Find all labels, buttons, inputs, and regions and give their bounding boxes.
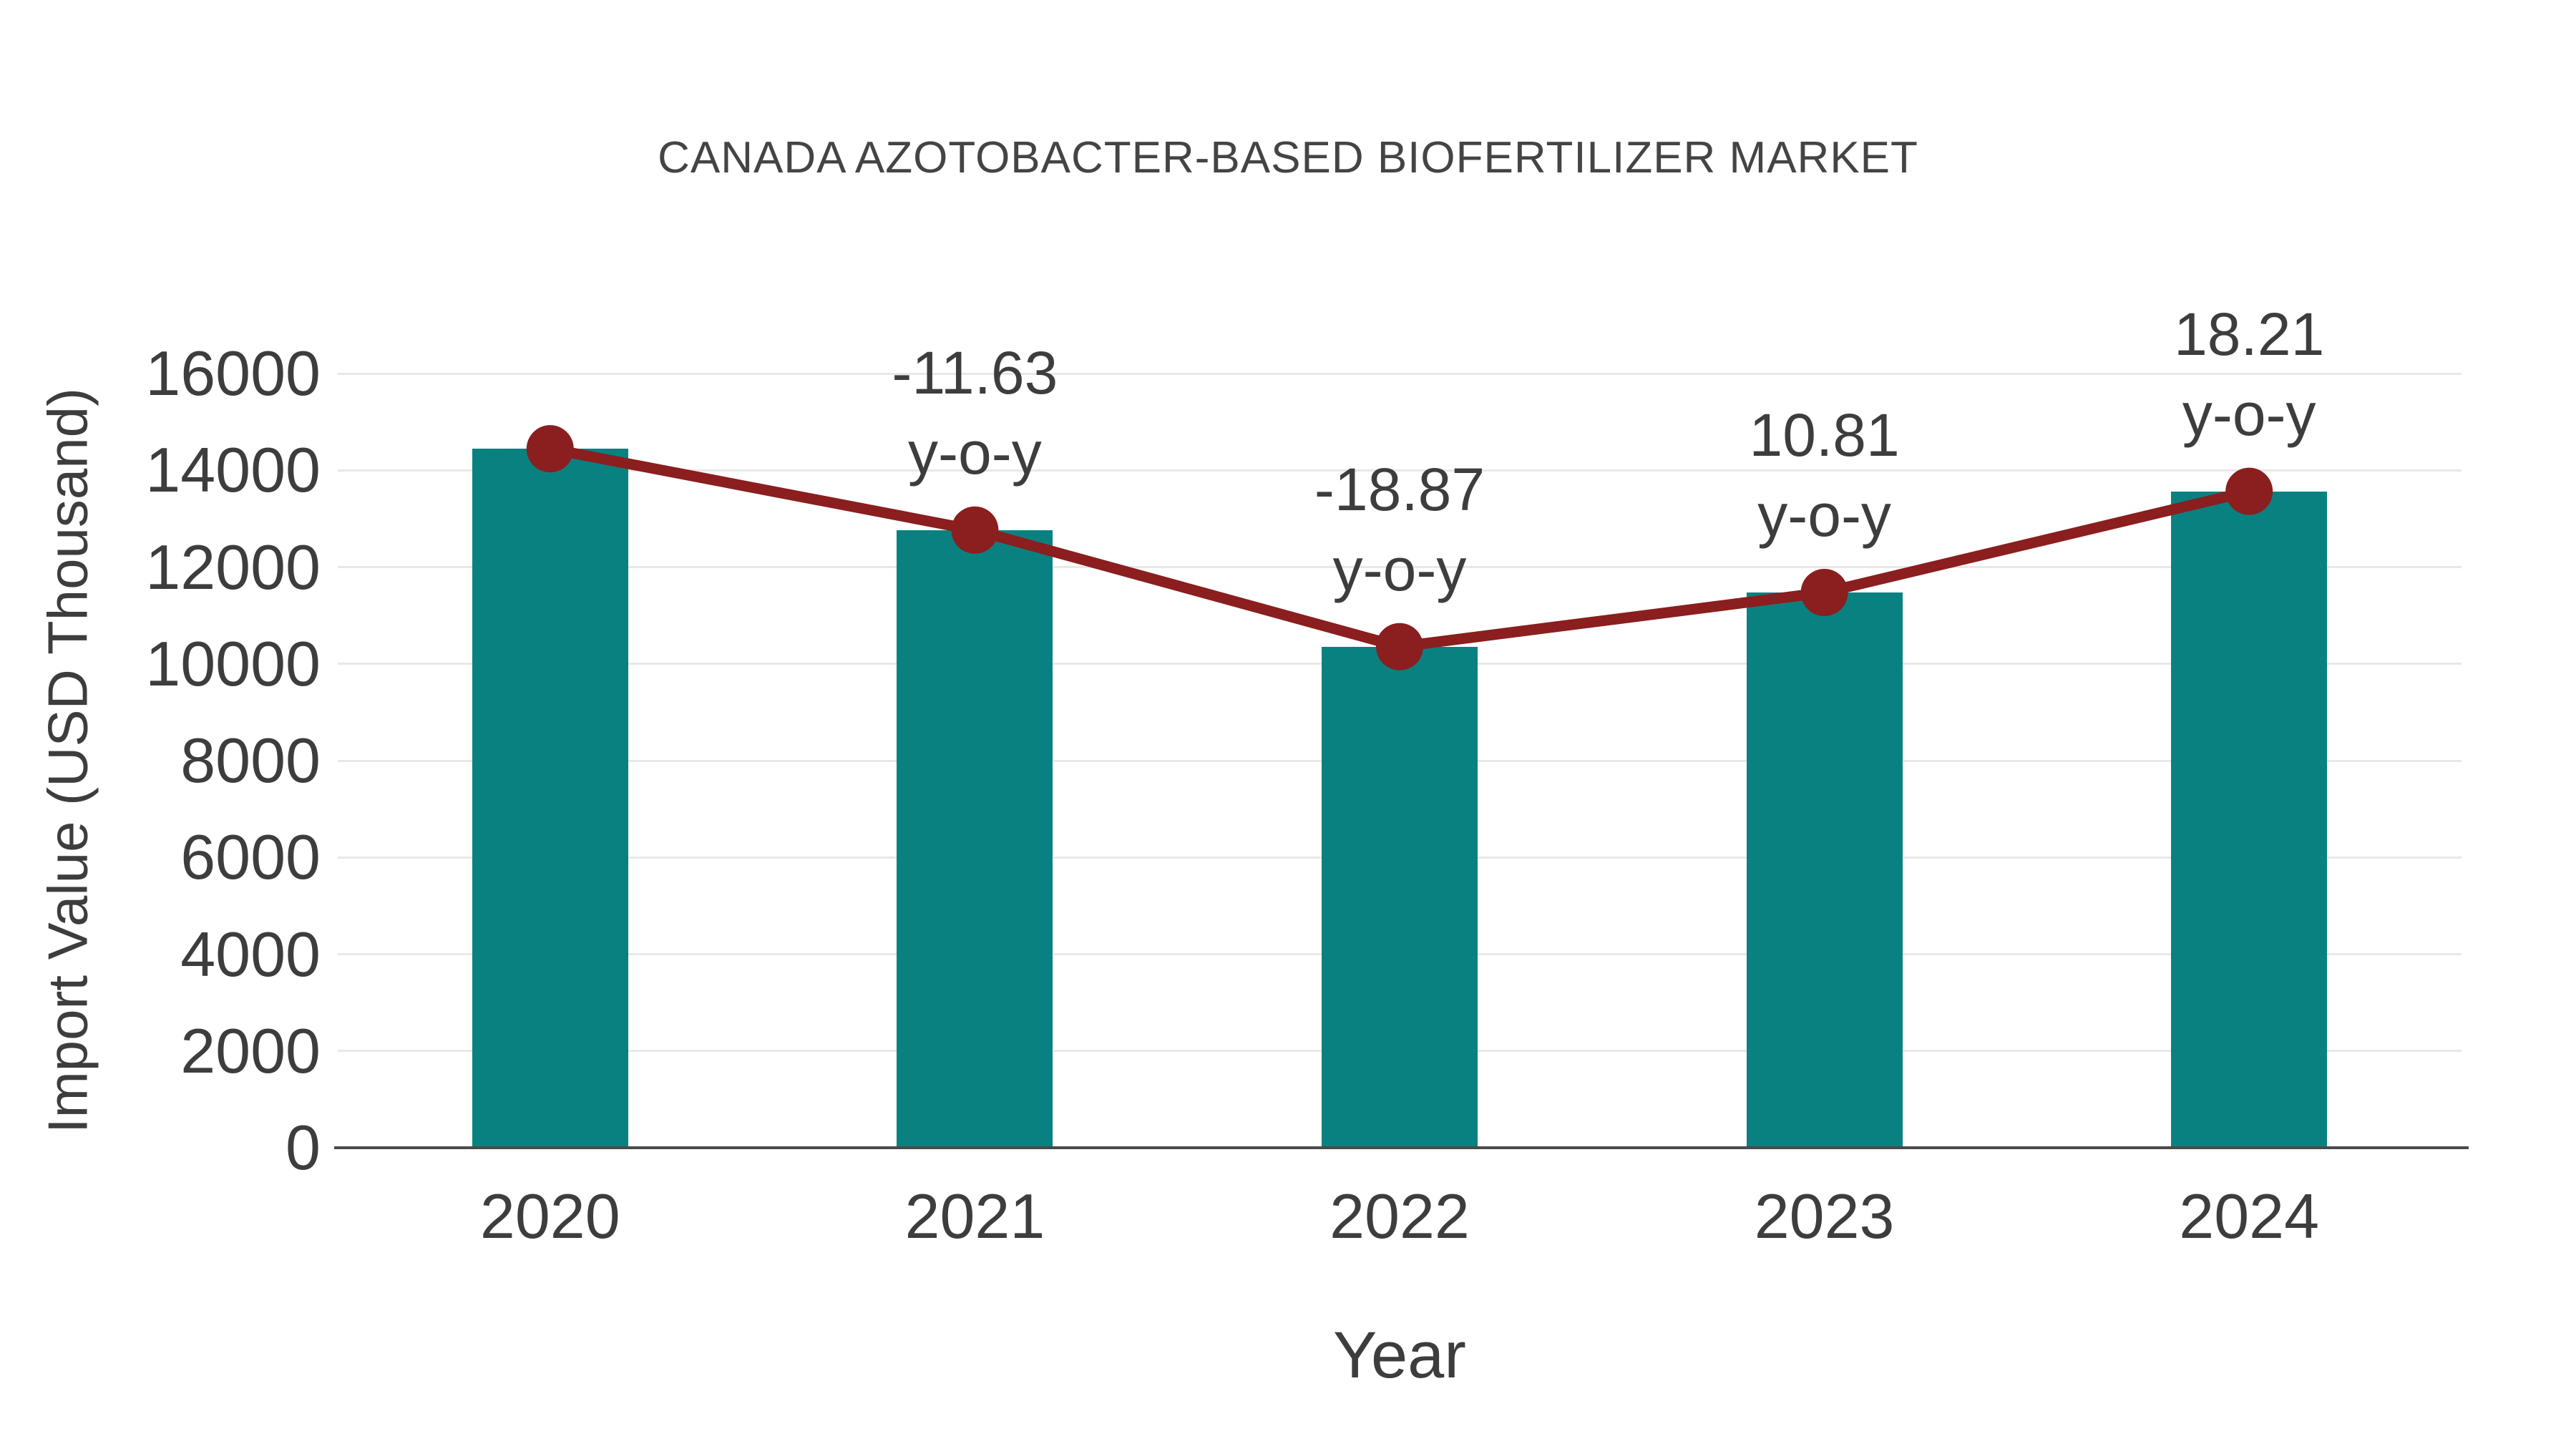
yoy-suffix-2021: y-o-y bbox=[908, 419, 1042, 487]
yoy-trend-line bbox=[549, 443, 2250, 653]
bar-2021 bbox=[897, 530, 1053, 1148]
line-marker-2023 bbox=[1800, 569, 1848, 617]
bar-2024 bbox=[2171, 491, 2328, 1148]
plot-area: -11.63 y-o-y -18.87 y-o-y 10.81 y-o-y 18.21 y-o… bbox=[338, 301, 2462, 1148]
line-marker-2021 bbox=[951, 506, 999, 554]
x-axis-line bbox=[334, 1146, 2469, 1149]
line-marker-2022 bbox=[1376, 623, 1423, 670]
yoy-value-2023: 10.81 bbox=[1749, 401, 1900, 469]
yoy-label-2023: 10.81 y-o-y bbox=[1610, 395, 2039, 555]
y-tick-label-0: 0 bbox=[286, 1112, 321, 1183]
y-tick-label-2000: 2000 bbox=[180, 1015, 321, 1086]
yoy-suffix-2022: y-o-y bbox=[1332, 535, 1467, 603]
line-series-overlay bbox=[526, 425, 2273, 670]
line-marker-2024 bbox=[2225, 467, 2273, 515]
chart-title: CANADA AZOTOBACTER-BASED BIOFERTILIZER M… bbox=[658, 133, 1918, 182]
y-tick-label-12000: 12000 bbox=[145, 531, 321, 602]
line-marker-2020 bbox=[526, 425, 574, 473]
x-tick-label-2023: 2023 bbox=[1754, 1181, 1895, 1252]
x-axis-tick-labels: 2020 2021 2022 2023 2024 bbox=[338, 1181, 2462, 1259]
yoy-value-2024: 18.21 bbox=[2174, 300, 2325, 368]
gridline-12000 bbox=[338, 566, 2462, 568]
bar-2022 bbox=[1322, 646, 1478, 1148]
y-tick-label-14000: 14000 bbox=[145, 434, 321, 506]
x-tick-label-2021: 2021 bbox=[904, 1181, 1045, 1252]
y-axis-tick-labels: 0 2000 4000 6000 8000 10000 12000 14000 16000 bbox=[0, 342, 321, 1179]
x-tick-label-2020: 2020 bbox=[479, 1181, 620, 1252]
bar-2023 bbox=[1746, 592, 1903, 1148]
yoy-label-2021: -11.63 y-o-y bbox=[760, 333, 1189, 493]
y-tick-label-16000: 16000 bbox=[145, 338, 321, 409]
yoy-value-2021: -11.63 bbox=[892, 338, 1058, 406]
x-axis-title: Year bbox=[1333, 1319, 1466, 1392]
x-tick-label-2024: 2024 bbox=[2179, 1181, 2320, 1252]
gridline-16000 bbox=[338, 372, 2462, 375]
yoy-label-2022: -18.87 y-o-y bbox=[1185, 449, 1614, 610]
yoy-suffix-2023: y-o-y bbox=[1757, 482, 1891, 550]
bar-2020 bbox=[472, 449, 628, 1148]
yoy-value-2022: -18.87 bbox=[1314, 455, 1485, 523]
y-tick-label-6000: 6000 bbox=[180, 821, 321, 893]
y-tick-label-8000: 8000 bbox=[180, 725, 321, 796]
yoy-label-2024: 18.21 y-o-y bbox=[2034, 294, 2464, 454]
y-tick-label-4000: 4000 bbox=[180, 918, 321, 990]
gridline-14000 bbox=[338, 469, 2462, 472]
y-tick-label-10000: 10000 bbox=[145, 628, 321, 699]
x-tick-label-2022: 2022 bbox=[1330, 1181, 1470, 1252]
yoy-suffix-2024: y-o-y bbox=[2182, 380, 2316, 448]
